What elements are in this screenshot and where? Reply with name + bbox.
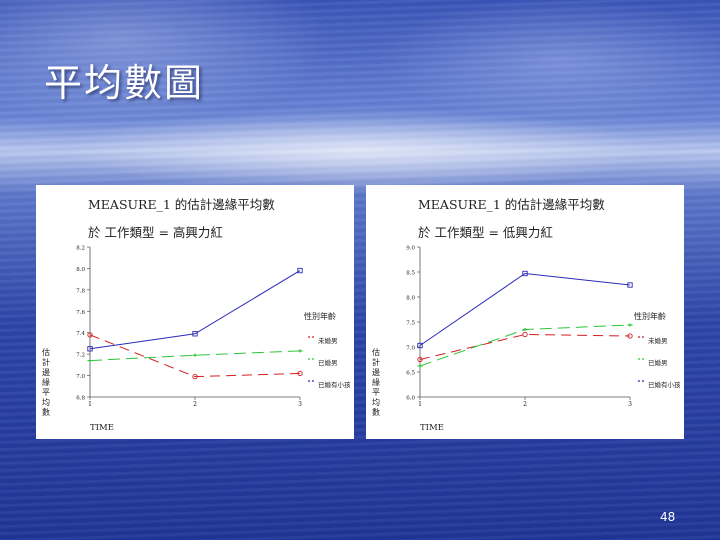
data-point [297, 267, 303, 274]
data-point [192, 373, 198, 380]
legend-entry: 已婚有小孩 [648, 380, 681, 389]
y-axis-label-char: 估 [42, 347, 50, 357]
data-point [627, 333, 633, 339]
page-number: 48 [660, 510, 676, 524]
y-tick-label: 8.2 [76, 246, 85, 252]
data-point [522, 331, 528, 338]
y-tick-label: 9.0 [406, 246, 415, 252]
series-line-1 [419, 333, 631, 360]
y-axis-label-char: 平 [42, 388, 50, 397]
y-tick-label: 7.6 [76, 310, 85, 316]
x-tick-label: 2 [523, 401, 527, 408]
legend-entry: 未婚男 [318, 336, 338, 345]
data-point [522, 270, 528, 277]
y-axis-label-char: 緣 [42, 377, 50, 387]
data-point [87, 346, 93, 352]
y-tick-label: 7.0 [406, 346, 415, 352]
y-axis-label-char: 計 [372, 357, 380, 367]
y-axis-label-char: 邊 [42, 367, 50, 377]
data-point [417, 356, 423, 363]
series-line-3 [89, 270, 301, 350]
y-tick-label: 7.8 [76, 288, 85, 294]
data-point [192, 331, 198, 337]
chart-panel-low: MEASURE_1 的估計邊緣平均數於 工作類型 = 低興力紅 6.0 6.5 7.0… [366, 185, 684, 439]
y-axis-label-char: 數 [42, 407, 50, 417]
x-tick-label: 3 [298, 401, 302, 408]
y-tick-label: 6.8 [76, 396, 85, 402]
y-axis-label-char: 計 [42, 357, 50, 367]
y-tick-label: 6.5 [406, 371, 415, 377]
y-tick-label: 7.2 [76, 353, 85, 359]
data-point [297, 370, 303, 377]
legend-entry: 已婚男 [318, 358, 338, 367]
slide-title: 平均數圖 [44, 61, 205, 105]
y-tick-label: 7.5 [406, 321, 415, 327]
y-tick-label: 7.4 [76, 331, 85, 337]
x-tick-label: 3 [628, 401, 632, 408]
legend-entry: 已婚有小孩 [318, 380, 351, 389]
y-tick-label: 8.0 [406, 296, 415, 302]
x-tick-label: 1 [418, 401, 422, 408]
y-axis-label-char: 均 [372, 397, 380, 407]
legend-entry: 未婚男 [648, 336, 668, 345]
series-line-3 [419, 272, 631, 346]
data-point [417, 342, 423, 349]
y-tick-label: 8.5 [406, 271, 415, 277]
y-axis-label-char: 平 [372, 388, 380, 397]
y-tick-label: 6.0 [406, 396, 415, 402]
x-tick-label: 1 [88, 401, 92, 408]
chart-subtitle: 於 工作類型 = 低興力紅 [418, 225, 553, 240]
x-tick-label: 2 [193, 401, 197, 408]
y-axis-label-char: 緣 [372, 377, 380, 387]
y-axis-label-char: 估 [372, 347, 380, 357]
y-axis-label-char: 均 [42, 397, 50, 407]
data-point [87, 332, 93, 338]
y-tick-label: 7.0 [76, 374, 85, 380]
chart-subtitle: 於 工作類型 = 高興力紅 [88, 225, 223, 240]
x-axis-label: TIME [90, 423, 114, 433]
y-axis-label-char: 邊 [372, 367, 380, 377]
series-line-1 [89, 334, 301, 378]
data-point [627, 282, 633, 288]
legend-title: 性別年齡 [304, 311, 336, 321]
x-axis-label: TIME [420, 423, 444, 433]
y-tick-label: 8.0 [76, 267, 85, 273]
chart-title: MEASURE_1 的估計邊緣平均數 [418, 197, 605, 212]
legend-entry: 已婚男 [648, 358, 668, 367]
chart-title: MEASURE_1 的估計邊緣平均數 [88, 197, 275, 212]
series-line-2 [419, 324, 631, 367]
chart-panel-high: MEASURE_1 的估計邊緣平均數於 工作類型 = 高興力紅 6.8 7.0 7.2… [36, 185, 354, 439]
legend-title: 性別年齡 [634, 311, 666, 321]
y-axis-label-char: 數 [372, 407, 380, 417]
